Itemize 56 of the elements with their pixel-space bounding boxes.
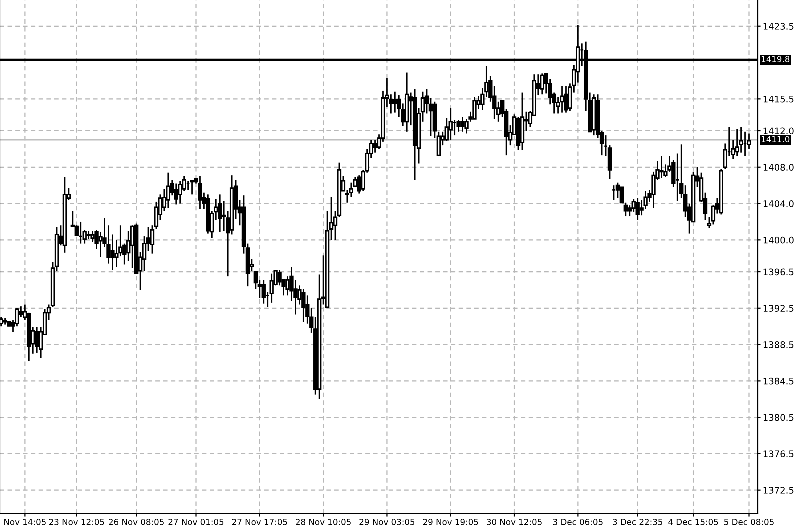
x-tick-label: 30 Nov 12:05 [487,519,542,526]
x-tick-label: 27 Nov 17:05 [232,519,288,526]
y-tick-label: 1412.0 [764,128,794,135]
x-tick-label: 27 Nov 01:05 [168,519,224,526]
x-tick-label: 28 Nov 10:05 [296,519,351,526]
y-tick-label: 1415.5 [764,96,794,103]
candlestick [373,139,378,154]
y-tick-label: 1400.0 [764,236,794,244]
candlestick [540,72,544,96]
x-tick-label: 23 Nov 12:05 [49,519,104,526]
candlestick [660,156,664,180]
y-tick-label: 1380.5 [764,414,794,422]
candlestick [110,234,115,271]
x-tick-label: 5 Dec 08:05 [724,519,774,526]
candlestick [90,230,95,243]
candlestick [190,180,194,196]
candlestick [178,180,182,204]
candlestick [460,116,465,133]
candlestick [218,194,222,233]
y-tick-label: 1376.5 [764,450,794,458]
candlestick [278,269,282,286]
y-tick-label: 1423.5 [764,23,794,30]
candlestick [448,108,453,141]
y-tick-label: 1408.0 [764,164,794,171]
x-tick-label: Nov 14:05 [4,519,46,526]
candlestick [166,172,170,210]
x-tick-label: 26 Nov 08:05 [109,519,164,526]
candlestick [286,276,290,296]
ref-line-label: 1411.0 [762,136,790,143]
candlestick [636,198,640,221]
x-tick-label: 3 Dec 06:05 [553,519,603,526]
x-tick-label: 29 Nov 03:05 [360,519,415,526]
y-tick-label: 1392.5 [764,305,794,312]
y-tick-label: 1404.0 [764,200,794,208]
candlestick [564,86,568,114]
candlestick [302,288,306,323]
candlestick [735,128,740,158]
candlestick [456,119,461,133]
candlestick [560,86,564,114]
candlestick [198,176,202,210]
x-tick-label: 4 Dec 15:05 [668,519,718,526]
candlestick [174,183,178,206]
x-tick-label: 29 Nov 19:05 [423,519,478,526]
y-tick-label: 1388.5 [764,342,794,348]
candlestick [739,126,744,154]
candlestick [270,273,274,304]
candlestick [262,280,266,305]
candlestick [393,91,398,114]
y-tick-label: 1396.5 [764,268,794,276]
y-tick-label: 1384.5 [764,378,794,385]
x-tick-label: 3 Dec 22:35 [613,519,662,526]
candlestick [35,326,40,354]
y-tick-label: 1372.5 [764,487,794,494]
ref-line-label: 1419.8 [762,56,790,62]
candlestick [616,182,620,200]
candlestick [472,96,477,120]
